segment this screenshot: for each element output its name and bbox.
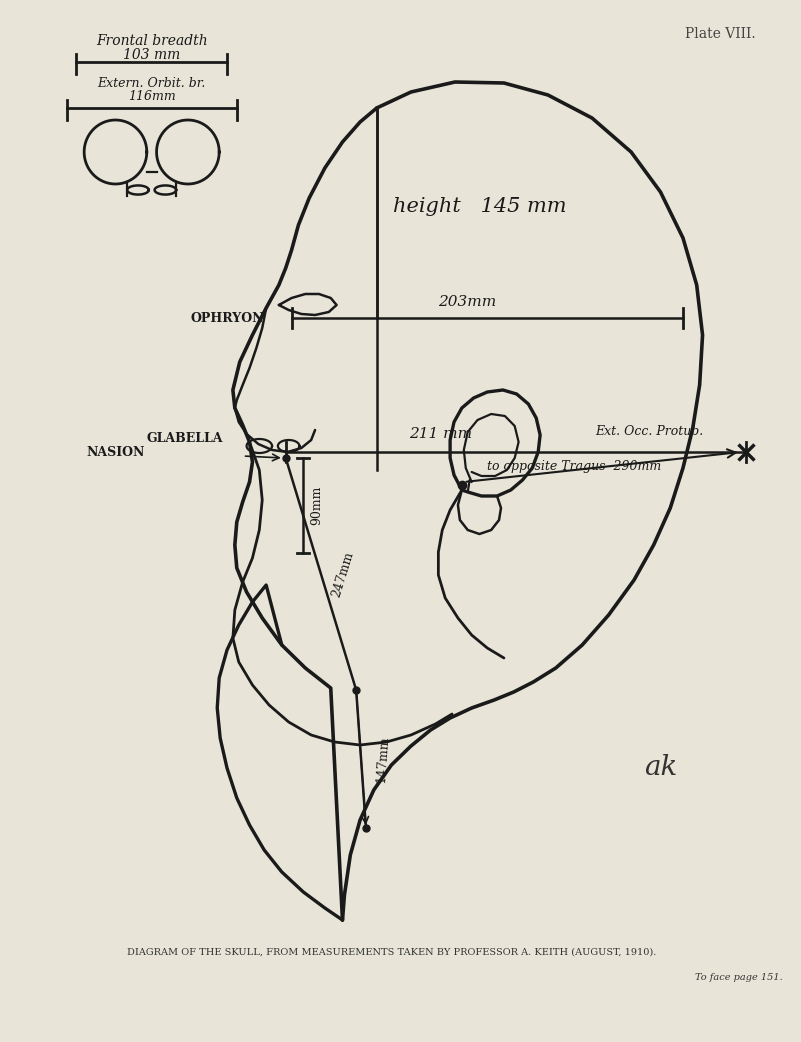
Text: ak: ak [644, 754, 677, 782]
Text: height   145 mm: height 145 mm [392, 197, 566, 216]
Text: Ext. Occ. Protub.: Ext. Occ. Protub. [595, 425, 703, 438]
Text: GLABELLA: GLABELLA [147, 432, 223, 445]
Text: DIAGRAM OF THE SKULL, FROM MEASUREMENTS TAKEN BY PROFESSOR A. KEITH (AUGUST, 191: DIAGRAM OF THE SKULL, FROM MEASUREMENTS … [127, 948, 656, 957]
Text: 103 mm: 103 mm [123, 48, 180, 63]
Text: 203mm: 203mm [438, 295, 497, 309]
Text: 116mm: 116mm [128, 90, 175, 103]
Text: 147mm: 147mm [374, 735, 391, 784]
Text: Extern. Orbit. br.: Extern. Orbit. br. [98, 77, 206, 90]
Text: OPHRYON: OPHRYON [191, 312, 264, 325]
Text: NASION: NASION [87, 446, 144, 458]
Text: To face page 151.: To face page 151. [694, 973, 783, 982]
Text: 247mm: 247mm [329, 549, 356, 598]
Text: to opposite Tragus  290mm: to opposite Tragus 290mm [487, 460, 662, 473]
Text: Plate VIII.: Plate VIII. [685, 27, 755, 41]
Text: 90mm: 90mm [311, 486, 324, 525]
Text: 211 mm: 211 mm [409, 427, 472, 441]
Text: Frontal breadth: Frontal breadth [96, 34, 207, 48]
